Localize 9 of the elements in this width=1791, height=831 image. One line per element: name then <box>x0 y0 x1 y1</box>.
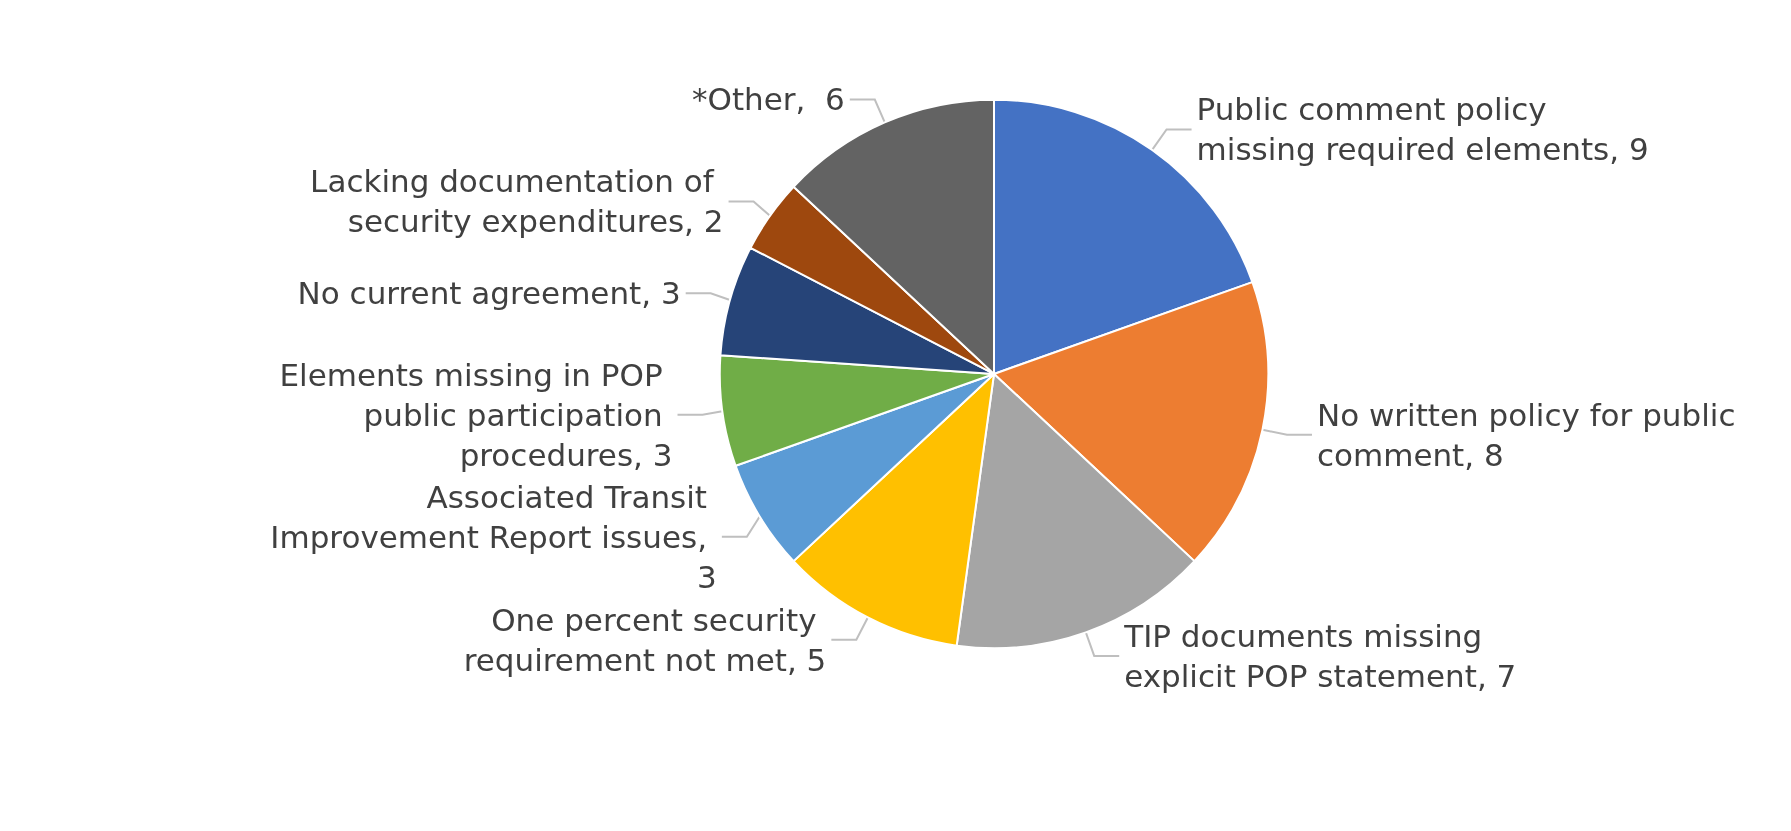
slice-label: No written policy for public comment, 8 <box>1316 396 1746 473</box>
slice-label: No current agreement, 3 <box>297 275 681 312</box>
slice-label: TIP documents missing explicit POP statement, 7 <box>1123 617 1517 694</box>
slice-label: Elements missing in POP public participation procedures, 3 <box>279 356 673 473</box>
slice-label: Associated Transit Improvement Report issues, 3 <box>270 478 717 595</box>
slice-label: *Other, 6 <box>691 81 845 118</box>
slice-label: Lacking documentation of security expenditures, 2 <box>310 163 724 240</box>
slice-label: Public comment policy missing required elements, 9 <box>1196 91 1649 168</box>
slice-label: One percent security requirement not met, 5 <box>463 601 827 678</box>
